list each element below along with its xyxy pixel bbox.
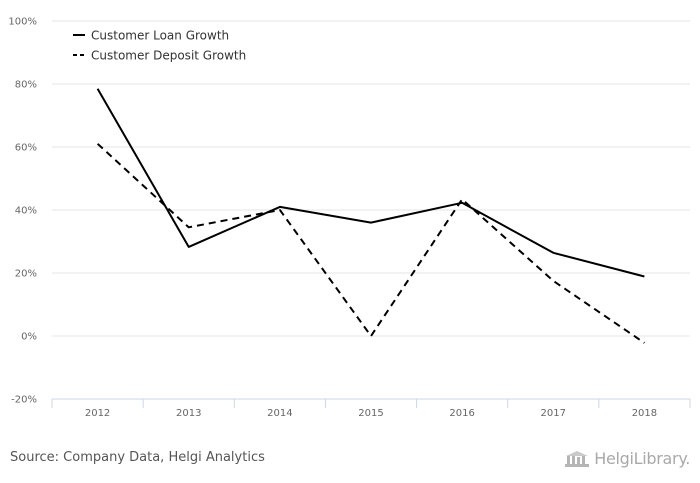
library-building-icon xyxy=(565,450,590,467)
helgi-library-logo: HelgiLibrary. xyxy=(564,449,690,468)
legend-label: Customer Loan Growth xyxy=(91,29,229,43)
x-axis: 2012 2013 2014 2015 2016 2017 2018 xyxy=(51,398,691,419)
source-note: Source: Company Data, Helgi Analytics xyxy=(10,450,265,465)
x-tick-label: 2012 xyxy=(85,408,110,419)
y-tick-label: 80% xyxy=(15,80,37,91)
chart: -20%0%20%40%60%80%100% 2012 2013 2014 2015 2… xyxy=(8,17,691,419)
x-tick-label: 2014 xyxy=(267,408,292,419)
y-axis-ticks: -20% 0% 20% 40% 60% 80% 100% xyxy=(8,17,37,406)
grid-lines xyxy=(52,20,690,337)
y-tick-label: 40% xyxy=(15,206,37,217)
logo-text: HelgiLibrary. xyxy=(594,449,690,468)
y-tick-label: 60% xyxy=(15,143,37,154)
loan-growth-line xyxy=(96,88,645,278)
x-tick-label: 2017 xyxy=(541,408,566,419)
x-tick-label: 2016 xyxy=(449,408,474,419)
series-lines xyxy=(96,88,645,344)
y-tick-label: 20% xyxy=(15,269,37,280)
legend: Customer Loan Growth Customer Deposit Gro… xyxy=(73,29,246,63)
y-tick-label: -20% xyxy=(11,395,37,406)
y-tick-label: 100% xyxy=(8,17,37,28)
deposit-growth-line xyxy=(96,143,645,344)
x-tick-label: 2018 xyxy=(632,408,657,419)
y-tick-label: 0% xyxy=(21,332,37,343)
legend-label: Customer Deposit Growth xyxy=(91,49,246,63)
x-tick-label: 2013 xyxy=(176,408,201,419)
x-tick-label: 2015 xyxy=(358,408,383,419)
